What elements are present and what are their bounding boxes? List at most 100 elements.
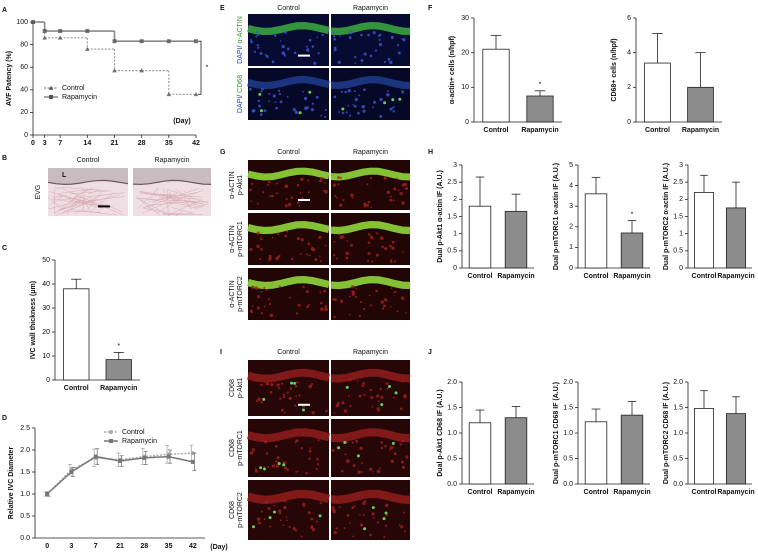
cell <box>362 307 366 311</box>
marker <box>42 35 47 40</box>
cell <box>255 400 258 403</box>
cell <box>333 46 337 49</box>
tissue-band <box>247 167 330 181</box>
bar <box>620 414 644 485</box>
cell <box>384 444 387 448</box>
row-label-part: DAPI/ <box>237 95 244 113</box>
marker <box>112 39 117 44</box>
x-tick-label: 7 <box>94 543 98 550</box>
cell <box>374 49 378 52</box>
y-tick-label: 20 <box>461 50 469 57</box>
y-tick-label: 2 <box>627 84 631 91</box>
cell <box>263 517 266 520</box>
cell <box>347 104 350 107</box>
row-label: p-mTORC1 <box>237 221 244 257</box>
cell <box>318 255 321 258</box>
cell <box>385 514 389 517</box>
micrograph <box>331 360 410 416</box>
cell <box>256 517 261 521</box>
cell <box>275 106 278 110</box>
cell <box>361 105 365 109</box>
cell <box>288 296 291 299</box>
cell <box>376 232 379 235</box>
cell <box>331 448 335 452</box>
column-title: Control <box>77 157 100 164</box>
cell <box>305 290 309 294</box>
cell <box>258 104 262 108</box>
lumen-label: L <box>270 164 275 171</box>
cell <box>378 42 383 47</box>
y-axis-label: Relative IVC Diameter <box>8 447 15 520</box>
cell <box>366 203 369 207</box>
cell <box>319 291 322 294</box>
cell <box>341 469 344 473</box>
cd68-cell <box>262 397 266 401</box>
tissue-fiber <box>174 188 197 206</box>
row-label: p-mTORC2 <box>237 276 244 312</box>
cell <box>308 191 311 194</box>
cell <box>267 259 270 262</box>
micrograph <box>331 160 410 210</box>
cell <box>386 387 389 390</box>
cell <box>358 94 361 97</box>
cell <box>270 194 274 198</box>
cell <box>339 203 343 207</box>
cell <box>338 505 341 508</box>
micrograph <box>248 480 329 540</box>
panel-label: H <box>428 149 433 156</box>
cell <box>370 176 373 179</box>
row-label: α-ACTIN <box>229 280 236 307</box>
tissue-layer <box>133 168 211 185</box>
cell <box>307 179 310 182</box>
y-tick-label: 4 <box>569 182 573 189</box>
tissue-fiber <box>143 203 155 208</box>
cell <box>290 196 294 200</box>
cell <box>302 90 304 93</box>
cell <box>340 90 344 93</box>
y-tick-label: 4 <box>627 50 631 57</box>
cell <box>263 286 266 289</box>
y-axis-label: Dual p-mTORC1 CD68 IF (A.U.) <box>553 382 560 484</box>
tissue-fiber <box>61 193 84 216</box>
row-label-part: α-ACTIN <box>237 16 244 43</box>
cell <box>324 307 328 312</box>
cell <box>358 314 362 318</box>
x-tick-label: Control <box>468 273 493 280</box>
tissue-band <box>247 75 330 90</box>
cell <box>283 466 288 470</box>
x-tick-label: Rapamycin <box>613 489 650 496</box>
cell <box>401 90 405 94</box>
tissue-fiber <box>152 193 203 198</box>
cell <box>368 467 373 471</box>
tissue-fiber <box>57 193 88 204</box>
cell <box>344 90 347 94</box>
cell <box>287 202 292 207</box>
cell <box>375 289 378 293</box>
cell <box>332 31 335 34</box>
cell <box>260 290 263 293</box>
x-tick-label: 35 <box>165 140 173 147</box>
cell <box>278 285 281 288</box>
cell <box>377 34 380 37</box>
cd68-cell <box>298 111 302 115</box>
cell <box>279 512 282 515</box>
cd68-cell <box>308 90 312 94</box>
cell <box>271 464 276 468</box>
cell <box>404 530 406 533</box>
row-label: DAPI/α-ACTIN <box>237 16 244 64</box>
cell <box>259 247 263 251</box>
micrograph <box>248 360 329 416</box>
cell <box>396 43 400 47</box>
cell <box>335 403 340 408</box>
cell <box>337 176 340 180</box>
cell <box>353 90 356 93</box>
cell <box>358 394 362 398</box>
cell <box>393 106 396 108</box>
cell <box>302 285 305 289</box>
cell <box>308 38 312 42</box>
column-title: Control <box>277 149 300 156</box>
cell <box>369 388 373 392</box>
tissue-fiber <box>53 195 67 198</box>
y-tick-label: 0.0 <box>673 481 683 488</box>
